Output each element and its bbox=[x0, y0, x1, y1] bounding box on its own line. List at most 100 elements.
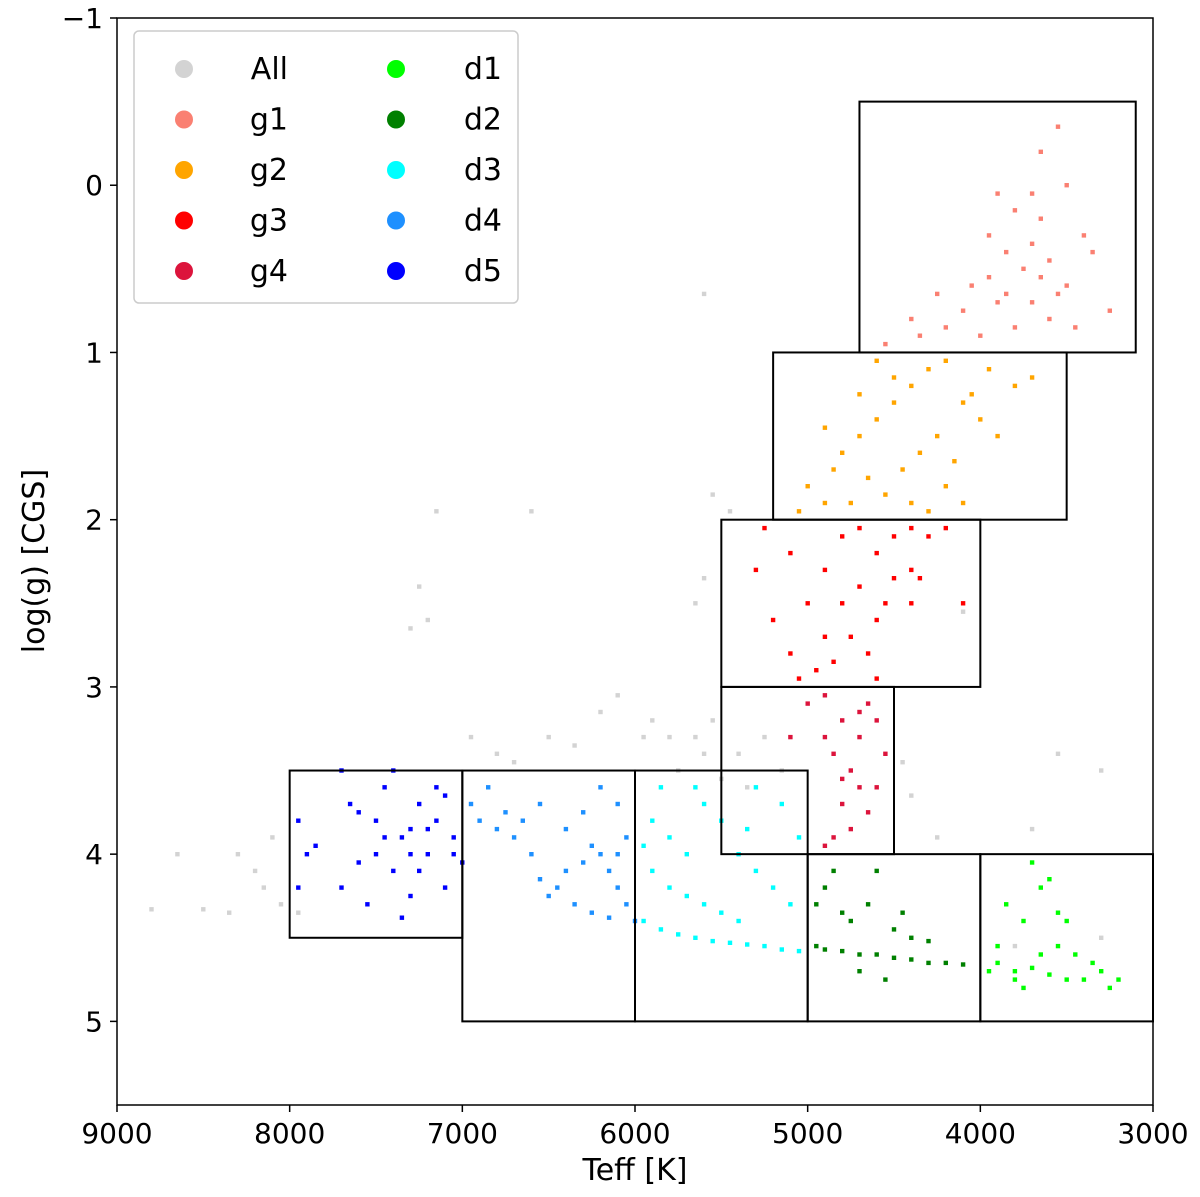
point-All bbox=[736, 751, 741, 756]
point-g1 bbox=[1038, 216, 1043, 221]
point-d5 bbox=[425, 826, 430, 832]
point-d4 bbox=[615, 801, 620, 807]
point-g4 bbox=[840, 718, 845, 723]
point-d2 bbox=[831, 868, 836, 874]
series-All bbox=[149, 291, 1104, 949]
legend-label-d1: d1 bbox=[464, 52, 502, 87]
point-d2 bbox=[814, 902, 819, 907]
x-tick-label: 3000 bbox=[1117, 1117, 1188, 1150]
point-All bbox=[701, 291, 707, 297]
point-g1 bbox=[1012, 208, 1018, 213]
point-d3 bbox=[658, 927, 664, 932]
point-d2 bbox=[891, 927, 897, 932]
point-g3 bbox=[814, 668, 819, 673]
x-tick-label: 4000 bbox=[945, 1117, 1016, 1150]
point-d3 bbox=[788, 902, 793, 907]
y-tick-label: 2 bbox=[85, 504, 103, 537]
point-d2 bbox=[857, 969, 862, 974]
point-d4 bbox=[537, 877, 543, 882]
point-d4 bbox=[494, 826, 500, 832]
point-d4 bbox=[563, 868, 569, 874]
point-All bbox=[252, 868, 258, 874]
point-g1 bbox=[1029, 191, 1035, 196]
legend-marker-g3 bbox=[175, 211, 193, 230]
point-d4 bbox=[624, 835, 629, 840]
point-g1 bbox=[1073, 325, 1078, 330]
point-All bbox=[727, 509, 733, 514]
selection-boxes bbox=[288, 100, 1154, 1023]
point-g4 bbox=[848, 768, 853, 773]
point-g1 bbox=[1038, 275, 1043, 280]
legend-label-d2: d2 bbox=[464, 103, 502, 138]
y-tick-label: 5 bbox=[85, 1005, 103, 1038]
point-All bbox=[693, 601, 698, 606]
point-g1 bbox=[1107, 308, 1112, 313]
point-g4 bbox=[874, 718, 879, 723]
point-g1 bbox=[909, 316, 914, 322]
point-g2 bbox=[995, 433, 1000, 439]
y-tick-label: 4 bbox=[85, 838, 103, 871]
point-d5 bbox=[373, 852, 379, 857]
point-d3 bbox=[719, 910, 724, 915]
point-d2 bbox=[891, 955, 897, 960]
point-g2 bbox=[1012, 383, 1018, 389]
point-g1 bbox=[943, 325, 948, 330]
point-g1 bbox=[1012, 325, 1018, 330]
point-d4 bbox=[581, 810, 586, 815]
point-g1 bbox=[1064, 183, 1069, 188]
point-g1 bbox=[986, 275, 992, 280]
point-g4 bbox=[857, 734, 862, 740]
point-d4 bbox=[598, 785, 603, 790]
point-d3 bbox=[693, 935, 698, 940]
point-All bbox=[175, 852, 180, 857]
point-d4 bbox=[624, 902, 629, 907]
point-g2 bbox=[805, 484, 810, 489]
point-g1 bbox=[1090, 249, 1095, 255]
point-All bbox=[667, 734, 672, 740]
point-d2 bbox=[926, 938, 931, 944]
point-All bbox=[417, 584, 422, 589]
box-d2 bbox=[806, 853, 982, 1023]
point-d3 bbox=[641, 918, 646, 924]
point-d3 bbox=[770, 885, 776, 890]
point-d1 bbox=[1116, 977, 1121, 982]
point-d3 bbox=[753, 868, 759, 874]
point-d5 bbox=[399, 835, 405, 840]
point-g1 bbox=[978, 333, 983, 338]
point-d1 bbox=[1021, 918, 1026, 924]
point-All bbox=[641, 734, 646, 740]
point-d3 bbox=[658, 785, 664, 790]
point-g4 bbox=[831, 751, 836, 756]
point-All bbox=[1029, 826, 1035, 832]
point-g2 bbox=[900, 467, 905, 472]
point-d4 bbox=[546, 893, 551, 899]
point-d3 bbox=[667, 835, 672, 840]
point-d1 bbox=[1029, 965, 1035, 971]
point-g3 bbox=[917, 576, 923, 581]
point-All bbox=[1012, 943, 1018, 949]
point-All bbox=[701, 576, 707, 581]
point-g1 bbox=[1029, 300, 1035, 305]
box-d1 bbox=[979, 853, 1154, 1023]
point-g3 bbox=[943, 525, 948, 531]
point-All bbox=[270, 835, 275, 840]
legend-label-g4: g4 bbox=[250, 254, 288, 289]
point-g2 bbox=[840, 450, 845, 455]
point-All bbox=[572, 743, 577, 748]
point-g1 bbox=[995, 191, 1000, 196]
point-d3 bbox=[779, 801, 784, 807]
point-g2 bbox=[909, 383, 914, 389]
point-d1 bbox=[1081, 977, 1087, 982]
point-d3 bbox=[641, 843, 646, 848]
point-g1 bbox=[1055, 291, 1061, 297]
y-tick-label: −1 bbox=[62, 2, 103, 35]
point-All bbox=[598, 709, 603, 715]
point-d1 bbox=[1073, 952, 1078, 957]
point-d4 bbox=[615, 852, 620, 857]
point-d1 bbox=[995, 960, 1000, 966]
point-d3 bbox=[710, 938, 715, 944]
point-g2 bbox=[943, 358, 948, 363]
point-d4 bbox=[537, 801, 543, 807]
point-d4 bbox=[572, 902, 577, 907]
